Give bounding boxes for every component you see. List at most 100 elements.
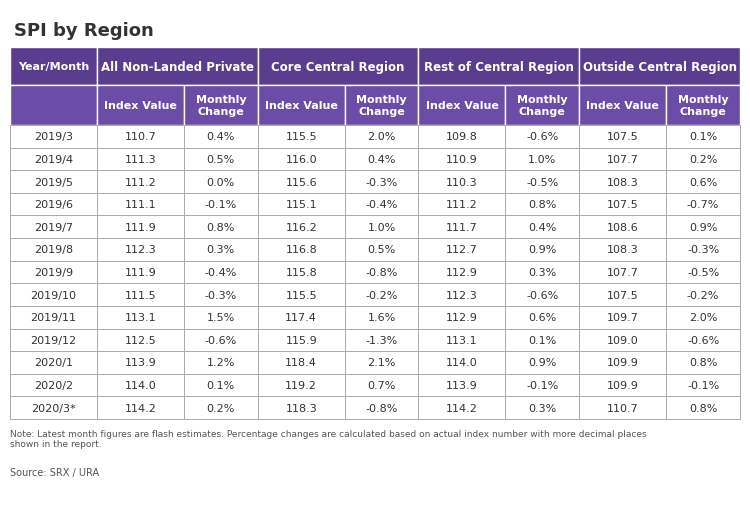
Bar	[258, 148, 345, 171]
Text: 107.5: 107.5	[607, 132, 638, 142]
Text: 1.6%: 1.6%	[368, 313, 396, 323]
Bar	[579, 238, 666, 261]
Text: 107.7: 107.7	[607, 268, 639, 277]
Bar	[419, 148, 506, 171]
Bar	[10, 396, 97, 419]
Bar	[506, 216, 579, 238]
Text: 109.8: 109.8	[446, 132, 478, 142]
Bar	[97, 171, 184, 193]
Bar	[345, 307, 418, 329]
Bar	[419, 238, 506, 261]
Text: -0.2%: -0.2%	[365, 290, 398, 300]
Bar	[419, 86, 506, 126]
Text: -0.3%: -0.3%	[687, 245, 719, 255]
Text: 0.1%: 0.1%	[528, 335, 556, 345]
Bar	[506, 171, 579, 193]
Bar	[10, 284, 97, 307]
Text: 113.9: 113.9	[124, 358, 156, 368]
Text: SPI by Region: SPI by Region	[14, 22, 154, 40]
Text: 0.2%: 0.2%	[689, 155, 717, 165]
Bar	[579, 284, 666, 307]
Text: 2020/1: 2020/1	[34, 358, 73, 368]
Text: 0.5%: 0.5%	[207, 155, 235, 165]
Bar	[345, 86, 418, 126]
Bar	[506, 86, 579, 126]
Text: 117.4: 117.4	[285, 313, 317, 323]
Text: 2019/3: 2019/3	[34, 132, 73, 142]
Bar	[506, 307, 579, 329]
Bar	[10, 216, 97, 238]
Bar	[666, 193, 740, 216]
Bar	[97, 284, 184, 307]
Bar	[258, 86, 345, 126]
Bar	[345, 261, 418, 284]
Text: 118.3: 118.3	[285, 403, 317, 413]
Text: 0.6%: 0.6%	[528, 313, 556, 323]
Text: 0.1%: 0.1%	[689, 132, 717, 142]
Text: 115.5: 115.5	[286, 132, 317, 142]
Text: 111.2: 111.2	[124, 177, 156, 187]
Bar	[345, 126, 418, 148]
Bar	[184, 351, 258, 374]
Bar	[579, 86, 666, 126]
Text: 111.5: 111.5	[124, 290, 156, 300]
Text: 0.9%: 0.9%	[689, 222, 717, 232]
Bar	[97, 307, 184, 329]
Bar	[345, 329, 418, 351]
Text: 112.3: 112.3	[124, 245, 156, 255]
Text: 2019/8: 2019/8	[34, 245, 73, 255]
Bar	[258, 396, 345, 419]
Bar	[258, 307, 345, 329]
Bar	[666, 148, 740, 171]
Bar	[579, 307, 666, 329]
Bar	[345, 284, 418, 307]
Bar	[10, 374, 97, 396]
Text: -0.4%: -0.4%	[205, 268, 237, 277]
Text: 0.3%: 0.3%	[207, 245, 235, 255]
Text: 2019/7: 2019/7	[34, 222, 73, 232]
Bar	[184, 284, 258, 307]
Bar	[345, 396, 418, 419]
Text: 114.2: 114.2	[446, 403, 478, 413]
Bar	[666, 351, 740, 374]
Text: 0.4%: 0.4%	[528, 222, 556, 232]
Text: Index Value: Index Value	[104, 101, 177, 111]
Text: 107.5: 107.5	[607, 290, 638, 300]
Bar	[97, 216, 184, 238]
Bar	[345, 216, 418, 238]
Text: -1.3%: -1.3%	[365, 335, 398, 345]
Text: 116.0: 116.0	[286, 155, 317, 165]
Bar	[666, 126, 740, 148]
Text: -0.3%: -0.3%	[365, 177, 398, 187]
Text: -0.5%: -0.5%	[687, 268, 719, 277]
Text: Note: Latest month figures are flash estimates. Percentage changes are calculate: Note: Latest month figures are flash est…	[10, 429, 646, 448]
Bar	[345, 238, 418, 261]
Bar	[579, 351, 666, 374]
Bar	[666, 396, 740, 419]
Text: 2.0%: 2.0%	[368, 132, 396, 142]
Text: 113.1: 113.1	[124, 313, 156, 323]
Bar	[579, 216, 666, 238]
Text: 0.5%: 0.5%	[368, 245, 396, 255]
Text: 0.4%: 0.4%	[368, 155, 396, 165]
Bar	[184, 261, 258, 284]
Text: 2020/2: 2020/2	[34, 380, 73, 390]
Bar	[506, 351, 579, 374]
Bar	[258, 193, 345, 216]
Text: 115.5: 115.5	[286, 290, 317, 300]
Bar	[184, 216, 258, 238]
Text: 115.9: 115.9	[285, 335, 317, 345]
Text: Outside Central Region: Outside Central Region	[583, 61, 736, 73]
Text: 115.1: 115.1	[286, 200, 317, 210]
Bar	[506, 396, 579, 419]
Bar	[10, 171, 97, 193]
Text: 0.6%: 0.6%	[689, 177, 717, 187]
Bar	[184, 238, 258, 261]
Bar	[579, 193, 666, 216]
Text: 111.1: 111.1	[124, 200, 156, 210]
Bar	[97, 48, 258, 86]
Text: -0.7%: -0.7%	[687, 200, 719, 210]
Bar	[666, 216, 740, 238]
Bar	[345, 148, 418, 171]
Text: -0.1%: -0.1%	[526, 380, 559, 390]
